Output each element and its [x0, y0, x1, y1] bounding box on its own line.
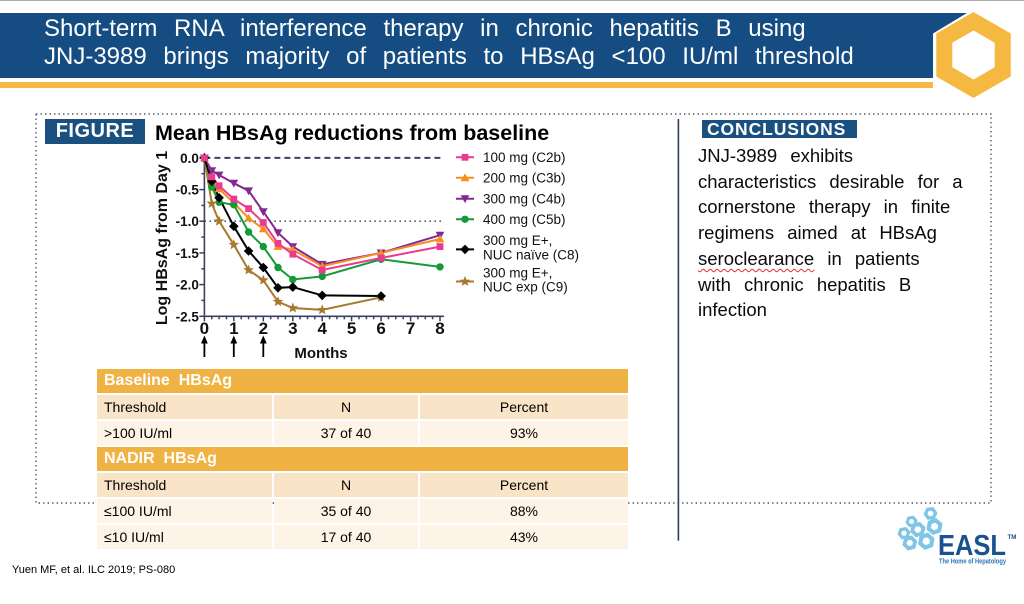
svg-text:-0.5: -0.5 [176, 183, 200, 198]
svg-text:-2.0: -2.0 [176, 278, 199, 293]
svg-text:-2.5: -2.5 [176, 309, 200, 324]
svg-text:6: 6 [376, 319, 385, 338]
svg-text:300 mg (C4b): 300 mg (C4b) [483, 192, 566, 207]
svg-text:300 mg E+,: 300 mg E+, [483, 233, 552, 248]
svg-text:0: 0 [200, 319, 209, 338]
svg-text:TM: TM [1008, 534, 1017, 541]
svg-text:NUC exp (C9): NUC exp (C9) [483, 280, 568, 295]
svg-text:300 mg E+,: 300 mg E+, [483, 265, 552, 280]
svg-text:EASL: EASL [938, 530, 1006, 562]
svg-text:3: 3 [288, 319, 297, 338]
svg-text:Months: Months [294, 345, 347, 362]
svg-text:200 mg (C3b): 200 mg (C3b) [483, 171, 566, 186]
svg-text:2: 2 [259, 319, 268, 338]
svg-text:-1.5: -1.5 [176, 246, 200, 261]
svg-text:1: 1 [229, 319, 238, 338]
svg-text:100 mg (C2b): 100 mg (C2b) [483, 150, 566, 165]
svg-text:Log HBsAg from Day 1: Log HBsAg from Day 1 [154, 151, 171, 325]
svg-text:400 mg (C5b): 400 mg (C5b) [483, 212, 566, 227]
svg-text:7: 7 [406, 319, 415, 338]
svg-text:4: 4 [317, 319, 327, 338]
svg-text:0.0: 0.0 [180, 151, 199, 166]
svg-text:-1.0: -1.0 [176, 214, 199, 229]
svg-text:The Home of Hepatology: The Home of Hepatology [939, 557, 1007, 566]
svg-text:5: 5 [347, 319, 356, 338]
svg-text:NUC naïve (C8): NUC naïve (C8) [483, 247, 579, 262]
svg-text:8: 8 [435, 319, 444, 338]
